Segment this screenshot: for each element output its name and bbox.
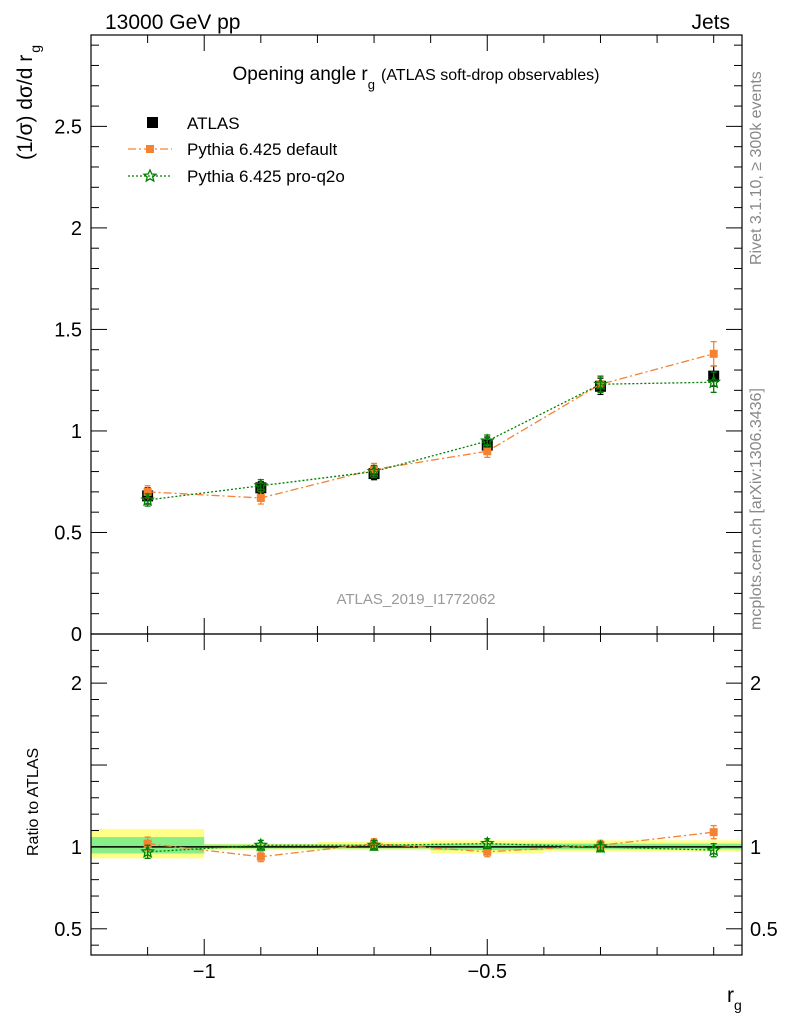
ratio-y-tick-label-right: 0.5: [750, 919, 778, 941]
ratio-point-pythia-6-425-pro-q2o: [253, 837, 269, 852]
legend: ATLAS Pythia 6.425 default Pythia 6.425 …: [128, 114, 345, 186]
ratio-point-pythia-6-425-pro-q2o: [480, 835, 495, 850]
ratio-point-pythia-6-425-default: [143, 839, 152, 848]
main-point-pythia-6-425-pro-q2o: [706, 374, 721, 389]
ratio-y-tick-label-right: 2: [750, 673, 761, 695]
ratio-frame: [90, 633, 743, 956]
ratio-y-tick-label-right: 1: [750, 837, 761, 859]
main-point-pythia-6-425-pro-q2o: [253, 478, 269, 492]
ratio-point-pythia-6-425-pro-q2o: [706, 842, 722, 857]
legend-marker-default: [146, 145, 154, 153]
main-line-pythia-6-425-default: [147, 353, 714, 499]
ratio-point-pythia-6-425-default: [256, 852, 265, 861]
ratio-point-pythia-6-425-default: [709, 828, 718, 837]
mcplots-label: mcplots.cern.ch [arXiv:1306.3436]: [748, 388, 765, 630]
header-right: Jets: [691, 11, 730, 34]
ratio-point-pythia-6-425-pro-q2o: [366, 837, 382, 852]
ratio-y-tick-label: 1: [71, 837, 82, 859]
y-tick-label: 2: [71, 218, 82, 240]
main-point-pythia-6-425-default: [483, 447, 492, 456]
x-tick-label: −0.5: [468, 961, 507, 983]
analysis-watermark: ATLAS_2019_I1772062: [336, 591, 495, 608]
legend-label-default: Pythia 6.425 default: [187, 140, 338, 159]
ratio-point-pythia-6-425-default: [483, 847, 492, 856]
rivet-label: Rivet 3.1.10, ≥ 300k events: [748, 71, 765, 265]
legend-marker-atlas: [147, 117, 158, 128]
y-tick-label: 0: [71, 624, 82, 646]
x-tick-label: −1: [193, 961, 216, 983]
ratio-y-tick-label: 0.5: [54, 919, 82, 941]
y-tick-label: 1: [71, 421, 82, 443]
ratio-y-axis-label: Ratio to ATLAS: [25, 748, 42, 856]
ratio-y-tick-label: 2: [71, 673, 82, 695]
chart-title-main: Opening angle r: [233, 64, 369, 85]
main-point-pythia-6-425-default: [256, 493, 265, 502]
main-plot: 0 0.5 1 1.5 2 2.5: [54, 34, 743, 646]
header-left: 13000 GeV pp: [105, 11, 240, 34]
main-point-pythia-6-425-default: [143, 487, 152, 496]
y-tick-label: 2.5: [54, 116, 82, 138]
x-axis-label-sub: g: [734, 997, 742, 1013]
x-axis-label-main: r: [727, 984, 734, 1007]
chart-title-rest: (ATLAS soft-drop observables): [381, 67, 599, 84]
main-point-pythia-6-425-default: [709, 349, 718, 358]
ratio-line-pythia-6-425-default: [147, 831, 714, 858]
y-axis-label-main: (1/σ) dσ/d r: [14, 55, 37, 160]
y-axis-label-sub: g: [27, 45, 43, 53]
x-axis-label: rg: [727, 984, 742, 1013]
legend-marker-proq2o: [142, 168, 158, 183]
main-point-pythia-6-425-pro-q2o: [479, 433, 495, 448]
y-tick-label: 1.5: [54, 319, 82, 341]
main-line-pythia-6-425-pro-q2o: [147, 381, 714, 501]
legend-label-atlas: ATLAS: [187, 114, 240, 133]
y-axis-label: (1/σ) dσ/d r g: [14, 45, 43, 160]
y-tick-label: 0.5: [54, 522, 82, 544]
main-point-pythia-6-425-pro-q2o: [366, 463, 382, 478]
ratio-plot: −1 −0.5 0.5 0.5 1 1 2 2: [54, 633, 778, 983]
ratio-point-pythia-6-425-pro-q2o: [593, 839, 608, 854]
legend-label-proq2o: Pythia 6.425 pro-q2o: [187, 167, 345, 186]
main-point-pythia-6-425-pro-q2o: [593, 376, 608, 391]
main-point-pythia-6-425-pro-q2o: [140, 492, 155, 507]
ratio-point-pythia-6-425-pro-q2o: [140, 844, 155, 859]
chart-title: Opening angle rg (ATLAS soft-drop observa…: [233, 64, 600, 92]
chart-title-sub: g: [368, 77, 375, 92]
